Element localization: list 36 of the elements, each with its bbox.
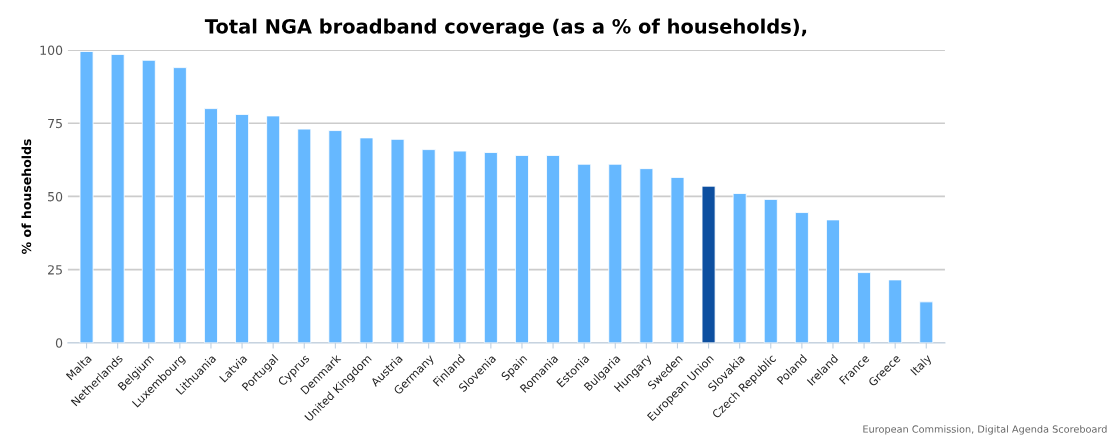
- y-tick-label: 25: [48, 265, 62, 275]
- bar: [266, 115, 281, 343]
- y-tick-label: 100: [40, 45, 63, 55]
- bar: [235, 114, 250, 343]
- bar: [546, 155, 561, 343]
- text: European Commission, Digital Agenda Scoreboard: [863, 425, 1107, 435]
- bar: [888, 279, 903, 343]
- bar: [515, 155, 529, 343]
- bar: [390, 138, 405, 343]
- bar: [204, 108, 218, 343]
- bar: [110, 54, 125, 343]
- bar: [919, 301, 934, 343]
- bar: [421, 149, 436, 343]
- bar: [577, 163, 592, 343]
- bar: [141, 59, 156, 343]
- bar: [701, 185, 716, 343]
- bar: [328, 130, 343, 343]
- bar: [670, 177, 685, 343]
- chart-title: Total NGA broadband coverage (as a % of households),: [204, 18, 807, 38]
- bar: [732, 193, 747, 343]
- bar: [359, 137, 374, 343]
- bar: [452, 150, 467, 343]
- y-tick-label: 50: [48, 191, 63, 202]
- bar: [639, 168, 654, 343]
- bar: [763, 198, 778, 343]
- bar: [297, 128, 312, 343]
- bar: [826, 219, 840, 343]
- bar: [608, 163, 623, 343]
- bar: [483, 152, 498, 343]
- y-tick-label: 75: [48, 118, 62, 129]
- bar: [79, 51, 94, 343]
- bar: [857, 272, 872, 343]
- bar: [172, 67, 187, 343]
- bar: [794, 212, 809, 343]
- y-tick-label: 0: [55, 338, 63, 348]
- y-axis-title: % of households: [21, 139, 32, 254]
